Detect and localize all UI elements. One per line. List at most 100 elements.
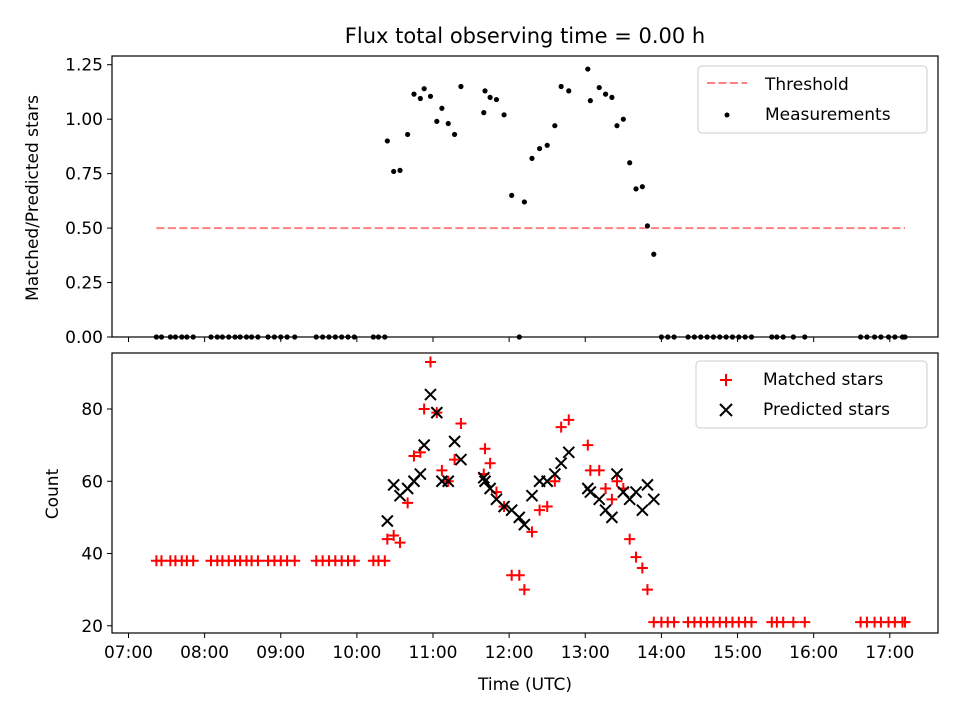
- top-y-tick-label: 0.50: [65, 219, 103, 239]
- top-y-tick-label: 0.25: [65, 274, 103, 294]
- matched-star-marker: [436, 464, 448, 476]
- matched-star-marker: [624, 533, 636, 545]
- chart-title: Flux total observing time = 0.00 h: [345, 24, 705, 48]
- matched-star-marker: [187, 555, 199, 567]
- measurement-point: [521, 199, 527, 205]
- matched-star-marker: [418, 403, 430, 415]
- predicted-star-marker: [513, 511, 526, 524]
- measurement-point: [397, 167, 403, 173]
- matched-star-marker: [582, 439, 594, 451]
- matched-star-marker: [555, 421, 567, 433]
- predicted-star-marker: [414, 467, 427, 481]
- measurement-point: [627, 160, 633, 166]
- bottom-y-ticks: 20 40 60 80: [81, 400, 112, 637]
- matched-star-marker: [381, 533, 393, 545]
- measurement-point: [644, 223, 651, 229]
- top-y-tick-label: 0.75: [65, 165, 103, 185]
- bottom-legend: Matched stars Predicted stars: [695, 360, 928, 429]
- matched-star-marker: [787, 616, 799, 628]
- predicted-star-marker: [448, 435, 461, 448]
- matched-star-marker: [630, 551, 642, 563]
- matched-star-marker: [348, 555, 360, 567]
- matched-star-marker: [484, 457, 496, 469]
- matched-star-marker: [641, 584, 653, 596]
- matched-star-marker: [636, 562, 648, 574]
- bottom-plot-area: [150, 356, 911, 628]
- matched-star-marker: [799, 616, 811, 628]
- legend-predicted-label: Predicted stars: [763, 400, 890, 420]
- matched-star-marker: [513, 569, 525, 581]
- measurement-point: [384, 138, 390, 144]
- measurement-point: [411, 91, 417, 97]
- measurement-point: [481, 110, 487, 116]
- bottom-y-tick-label: 80: [81, 400, 103, 420]
- measurement-point: [451, 131, 458, 138]
- matched-star-marker: [424, 356, 436, 368]
- matched-star-marker: [600, 482, 612, 494]
- predicted-star-marker: [636, 503, 649, 517]
- matched-star-marker: [394, 537, 406, 549]
- top-legend-box: [697, 65, 928, 134]
- predicted-star-marker: [430, 406, 444, 419]
- measurement-point: [614, 123, 620, 129]
- x-tick-label: 16:00: [789, 643, 838, 663]
- predicted-star-marker: [518, 518, 531, 531]
- top-panel: Matched/Predicted stars 0.00 0.25 0.50 0.75…: [23, 55, 939, 348]
- top-y-tick-label: 0.00: [65, 328, 103, 348]
- predicted-star-marker: [478, 475, 492, 488]
- bottom-y-tick-label: 60: [81, 472, 103, 492]
- measurement-point: [439, 105, 445, 111]
- matched-star-marker: [611, 475, 623, 487]
- predicted-star-marker: [477, 471, 490, 484]
- predicted-star-marker: [483, 482, 497, 495]
- x-tick-label: 13:00: [561, 643, 610, 663]
- bottom-legend-box: [695, 360, 928, 429]
- x-tick-label: 15:00: [713, 643, 762, 663]
- predicted-star-marker: [610, 467, 624, 481]
- legend-matched-swatch: [720, 374, 732, 386]
- measurement-point: [487, 94, 493, 100]
- top-axes-frame: [111, 55, 939, 338]
- legend-matched-label: Matched stars: [763, 370, 883, 390]
- top-plot-area: [153, 66, 908, 340]
- matched-star-marker: [449, 454, 461, 466]
- matched-star-marker: [899, 616, 911, 628]
- predicted-star-marker: [442, 475, 455, 488]
- bottom-y-tick-label: 40: [81, 545, 103, 565]
- predicted-star-marker: [647, 493, 660, 506]
- measurement-point: [596, 84, 602, 91]
- measurement-point: [509, 192, 515, 199]
- matched-star-marker: [518, 584, 530, 596]
- legend-predicted-swatch: [719, 403, 733, 417]
- measurement-point: [544, 142, 550, 148]
- matched-star-marker: [668, 616, 680, 628]
- matched-star-marker: [606, 493, 618, 505]
- x-tick-label: 10:00: [332, 643, 381, 663]
- bottom-axes-frame: [111, 352, 939, 634]
- measurement-point: [566, 88, 572, 94]
- measurement-point: [620, 116, 626, 122]
- measurement-point: [427, 93, 434, 99]
- measurement-point: [417, 95, 423, 102]
- x-tick-label: 09:00: [256, 643, 305, 663]
- predicted-star-marker: [605, 511, 619, 524]
- predicted-star-marker: [548, 467, 562, 481]
- top-y-axis-label: Matched/Predicted stars: [23, 95, 43, 301]
- x-tick-label: 14:00: [637, 643, 686, 663]
- matched-star-marker: [593, 464, 605, 476]
- measurement-point: [639, 184, 645, 190]
- predicted-star-marker: [562, 446, 575, 459]
- matched-star-marker: [745, 616, 757, 628]
- top-y-ticks: 0.00 0.25 0.50 0.75 1.00 1.25: [65, 56, 112, 348]
- matched-star-marker: [541, 501, 553, 513]
- predicted-star-marker: [629, 485, 643, 499]
- matched-star-marker: [534, 504, 546, 516]
- matched-star-marker: [289, 555, 301, 567]
- x-axis-label: Time (UTC): [477, 675, 572, 695]
- measurement-point: [536, 145, 543, 152]
- measurement-point: [405, 131, 411, 138]
- x-tick-label: 12:00: [485, 643, 534, 663]
- measurement-point: [609, 94, 615, 100]
- x-tick-label: 11:00: [409, 643, 458, 663]
